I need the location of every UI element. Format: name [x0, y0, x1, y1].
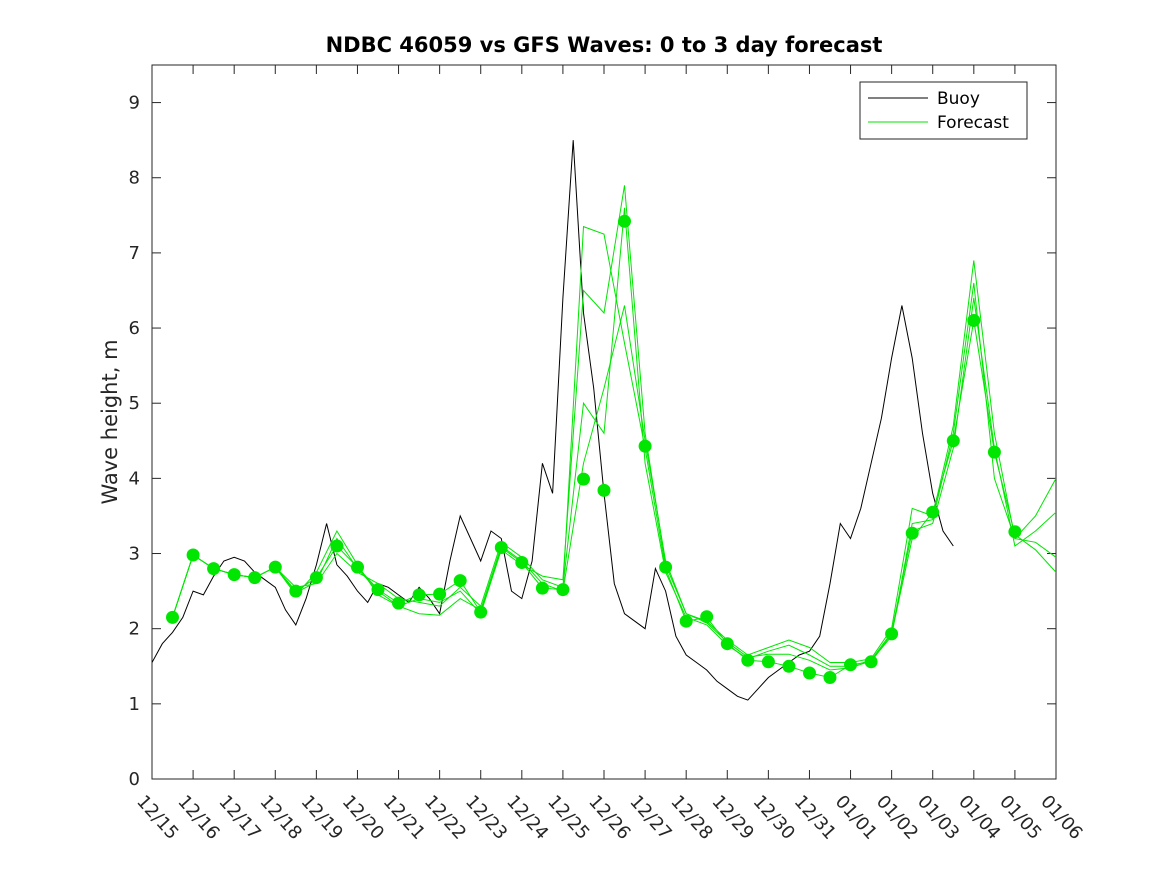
- plot-area: [151, 64, 1057, 780]
- y-tick-label: 8: [129, 168, 140, 189]
- forecast-point: [433, 587, 447, 601]
- forecast-point: [926, 505, 940, 519]
- forecast-point: [946, 434, 960, 448]
- y-tick-label: 4: [129, 468, 140, 489]
- y-tick-label: 1: [129, 694, 140, 715]
- forecast-point: [207, 562, 221, 576]
- forecast-point: [803, 666, 816, 680]
- legend-buoy-label: Buoy: [937, 89, 980, 109]
- forecast-point: [659, 560, 673, 574]
- forecast-point: [905, 526, 919, 540]
- forecast-point: [330, 539, 344, 553]
- chart-title: NDBC 46059 vs GFS Waves: 0 to 3 day fore…: [326, 33, 883, 57]
- y-tick-label: 5: [129, 393, 140, 414]
- forecast-point: [720, 637, 734, 651]
- forecast-point: [823, 671, 837, 684]
- forecast-point: [864, 655, 878, 669]
- forecast-point: [577, 472, 590, 486]
- forecast-point: [885, 627, 899, 641]
- forecast-point: [741, 653, 755, 667]
- forecast-point: [227, 568, 241, 582]
- forecast-point: [597, 483, 611, 497]
- forecast-point: [186, 548, 200, 562]
- forecast-point: [638, 439, 652, 453]
- buoy-line: [152, 140, 954, 701]
- forecast-point: [515, 556, 529, 569]
- forecast-point: [474, 605, 488, 619]
- forecast-point: [1008, 525, 1022, 539]
- y-tick-label: 0: [129, 769, 140, 790]
- y-axis-label: Wave height, m: [98, 339, 122, 504]
- plot-inner: [152, 140, 1056, 701]
- forecast-point: [309, 571, 323, 585]
- forecast-point: [494, 541, 508, 554]
- forecast-point: [987, 445, 1001, 459]
- legend-box: [859, 81, 1028, 140]
- forecast-point: [166, 610, 179, 624]
- forecast-point: [412, 588, 426, 602]
- y-tick-label: 2: [129, 619, 140, 640]
- y-tick-label: 9: [129, 93, 140, 114]
- forecast-point: [535, 581, 549, 595]
- forecast-point: [782, 659, 796, 673]
- forecast-point: [679, 614, 693, 628]
- forecast-point: [392, 596, 405, 610]
- y-tick-label: 7: [129, 243, 140, 264]
- y-tick-label: 6: [129, 318, 140, 339]
- forecast-point: [351, 560, 364, 574]
- forecast-point: [967, 314, 981, 327]
- plot-series: [152, 140, 1056, 701]
- forecast-point: [268, 560, 282, 574]
- forecast-point: [618, 214, 631, 228]
- forecast-point: [371, 583, 385, 597]
- forecast-point: [453, 574, 467, 588]
- forecast-point: [289, 584, 303, 598]
- legend: Buoy Forecast: [859, 81, 1028, 140]
- forecast-point: [700, 610, 714, 624]
- legend-forecast-label: Forecast: [937, 113, 1009, 133]
- forecast-point: [761, 655, 775, 669]
- forecast-point: [556, 583, 570, 597]
- y-axis: 0 1 2 3 4 5 6 7 8 9: [129, 93, 1056, 790]
- forecast-point: [248, 571, 262, 585]
- y-tick-label: 3: [129, 544, 140, 565]
- forecast-point: [844, 658, 857, 672]
